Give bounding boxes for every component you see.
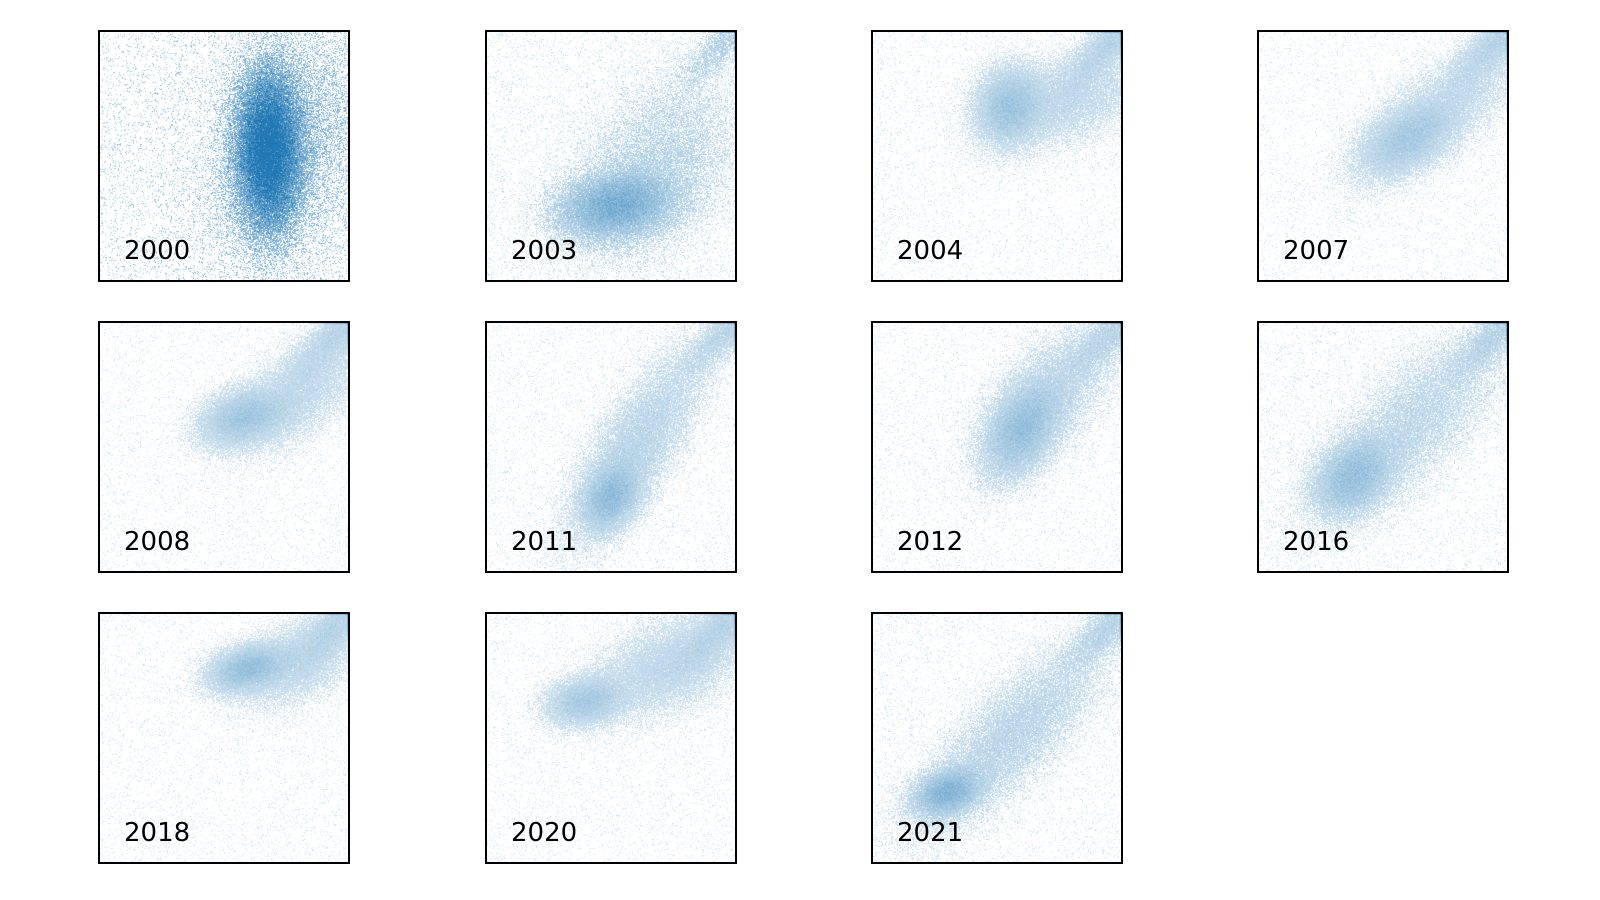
scatter-points — [873, 323, 1121, 571]
scatter-panel: 2007 — [1257, 30, 1509, 282]
scatter-points — [1259, 32, 1507, 280]
scatter-panel: 2004 — [871, 30, 1123, 282]
panel-year-label: 2008 — [124, 527, 191, 557]
scatter-points — [100, 32, 348, 280]
panel-year-label: 2004 — [897, 236, 964, 266]
panel-year-label: 2018 — [124, 818, 191, 848]
scatter-panel: 2011 — [485, 321, 737, 573]
scatter-panel: 2018 — [98, 612, 350, 864]
scatter-panel: 2008 — [98, 321, 350, 573]
panel-year-label: 2012 — [897, 527, 964, 557]
scatter-panel: 2016 — [1257, 321, 1509, 573]
scatter-points — [100, 323, 348, 571]
scatter-points — [873, 614, 1121, 862]
scatter-panel: 2021 — [871, 612, 1123, 864]
panel-year-label: 2016 — [1283, 527, 1350, 557]
panel-year-label: 2021 — [897, 818, 964, 848]
scatter-points — [487, 323, 735, 571]
scatter-points — [1259, 323, 1507, 571]
scatter-points — [487, 614, 735, 862]
panel-year-label: 2000 — [124, 236, 191, 266]
panel-year-label: 2011 — [511, 527, 578, 557]
scatter-panel: 2020 — [485, 612, 737, 864]
scatter-points — [873, 32, 1121, 280]
scatter-panel: 2000 — [98, 30, 350, 282]
panel-year-label: 2003 — [511, 236, 578, 266]
scatter-panel: 2012 — [871, 321, 1123, 573]
scatter-panel: 2003 — [485, 30, 737, 282]
scatter-points — [100, 614, 348, 862]
panel-year-label: 2007 — [1283, 236, 1350, 266]
panel-year-label: 2020 — [511, 818, 578, 848]
scatter-points — [487, 32, 735, 280]
